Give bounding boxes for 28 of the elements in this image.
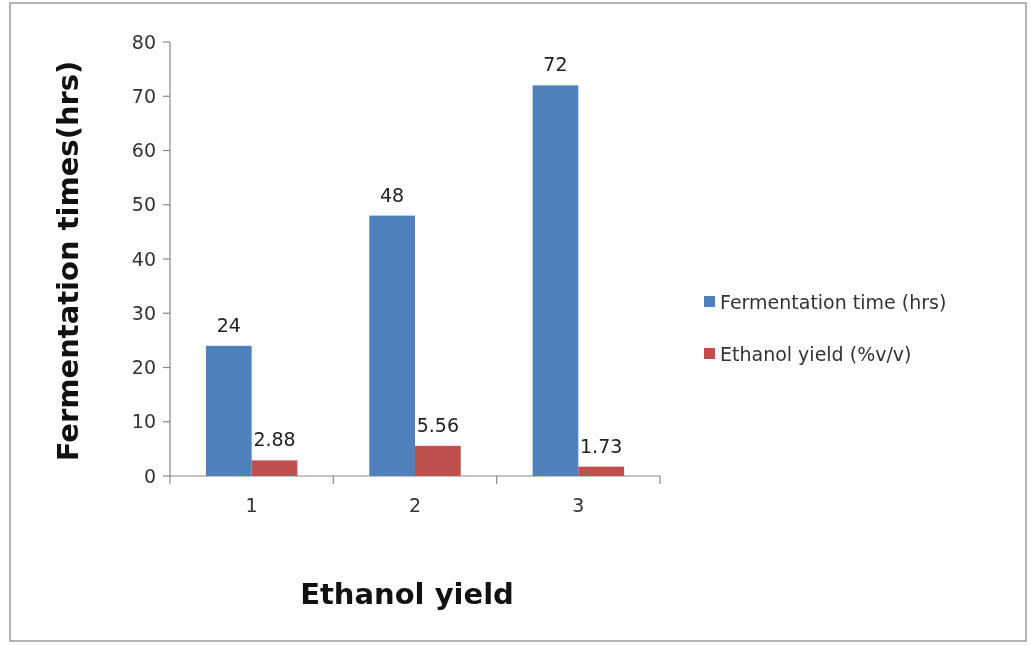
- x-tick-label: 2: [408, 494, 422, 516]
- bar: [578, 466, 625, 476]
- legend-label: Fermentation time (hrs): [720, 290, 947, 313]
- y-tick-label: 30: [131, 301, 156, 324]
- data-label: 1.73: [580, 434, 623, 457]
- bar: [532, 85, 579, 476]
- data-label: 2.88: [253, 428, 296, 451]
- y-tick-label: 80: [131, 30, 156, 53]
- bar: [415, 445, 461, 476]
- data-label: 48: [380, 183, 405, 206]
- bar: [205, 345, 252, 476]
- y-tick-label: 50: [131, 193, 156, 216]
- y-tick-label: 70: [131, 84, 156, 107]
- data-label: 5.56: [416, 413, 460, 436]
- bar: [369, 215, 415, 476]
- data-label: 72: [543, 53, 568, 76]
- x-tick-label: 3: [572, 494, 585, 516]
- bar: [251, 460, 298, 476]
- x-tick-label: 1: [245, 494, 258, 516]
- x-axis-title: Ethanol yield: [300, 577, 514, 611]
- legend-label: Ethanol yield (%v/v): [720, 342, 912, 365]
- y-axis-title: Fermentation times(hrs): [51, 60, 85, 462]
- y-tick-label: 20: [131, 356, 156, 379]
- data-label: 24: [216, 313, 241, 336]
- y-tick-label: 0: [143, 464, 156, 487]
- y-tick-label: 60: [131, 139, 156, 162]
- y-tick-label: 10: [131, 410, 156, 433]
- y-tick-label: 40: [131, 247, 156, 270]
